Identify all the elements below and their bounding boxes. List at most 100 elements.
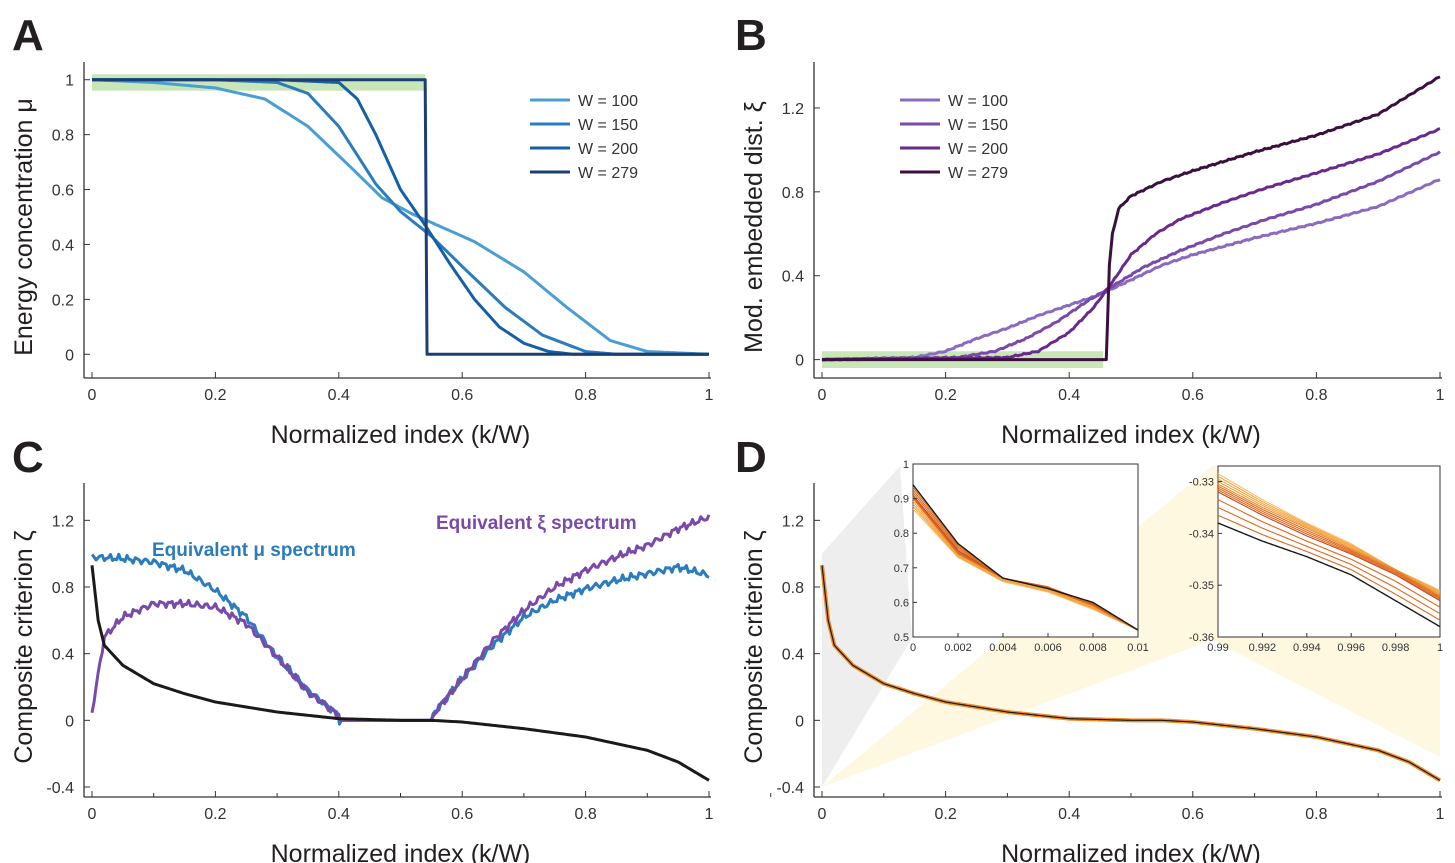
y-tick-label: 0.8 [52, 580, 74, 597]
x-tick-label: 1 [1436, 806, 1445, 823]
series-line [821, 565, 1441, 781]
x-tick-label: 0.4 [328, 387, 350, 404]
x-tick-label: 0.4 [328, 806, 350, 823]
x-axis-label: Normalized index (k/W) [271, 421, 531, 449]
x-tick-label: 1 [1436, 387, 1445, 404]
y-tick-label: -0.4 [46, 780, 74, 797]
inset-x-tick-label: 0.006 [1034, 642, 1062, 654]
y-tick-label: 0.8 [782, 185, 804, 202]
y-tick-label: 1.2 [782, 513, 804, 530]
inset-y-tick-label: -0.33 [1189, 477, 1214, 489]
x-axis-label: Normalized index (k/W) [1001, 421, 1261, 449]
x-tick-label: 1 [705, 806, 714, 823]
y-tick-label: 0.8 [52, 128, 74, 145]
panel-letter: C [12, 433, 44, 482]
x-tick-label: 0.8 [1305, 806, 1327, 823]
y-tick-label: 0 [795, 353, 804, 370]
y-tick-label: 0.6 [52, 183, 74, 200]
inset-y-tick-label: 0.6 [894, 597, 909, 609]
x-tick-label: 0.4 [1058, 387, 1080, 404]
panel-letter: D [735, 433, 767, 482]
inset-x-tick-label: 0.002 [944, 642, 972, 654]
panel-a: A 0 0.2 0.4 0.6 0.8 1 0 0.2 0.4 0.6 0.8 1 Normalized … [10, 11, 714, 449]
inset-x-tick-label: 0.994 [1293, 642, 1321, 654]
x-tick-label: 0.2 [204, 387, 226, 404]
y-tick-label: 0.2 [52, 292, 74, 309]
inset-x-tick-label: 0.01 [1127, 642, 1148, 654]
y-tick-label: 1.2 [52, 513, 74, 530]
panel-d: D 0 0.2 0.4 0.6 0.8 1 -0.4 0 0.4 0.8 1.2 Normalized … [735, 433, 1445, 863]
panel-b: B 0 0.2 0.4 0.6 0.8 1 0 0.4 0.8 1.2 Normalized inde… [735, 11, 1445, 449]
inset-series-line [1217, 514, 1441, 621]
inset-series-line [912, 508, 1139, 631]
series-line [90, 565, 710, 782]
series-line [92, 78, 709, 356]
x-axis-label: Normalized index (k/W) [271, 840, 531, 863]
inset-y-tick-label: -0.36 [1189, 632, 1214, 644]
x-tick-label: 0.2 [204, 806, 226, 823]
legend-label: W = 150 [578, 117, 638, 134]
inset-y-tick-label: 0.9 [894, 494, 909, 506]
legend-label: W = 150 [948, 117, 1008, 134]
x-tick-label: 1 [705, 387, 714, 404]
x-axis-label: Normalized index (k/W) [1001, 840, 1261, 863]
series-line [822, 75, 1441, 362]
y-tick-label: 1.2 [782, 101, 804, 118]
y-tick-label: 0 [65, 347, 74, 364]
y-axis-label: Composite criterion ζ [740, 530, 768, 763]
series-annotation: Equivalent μ spectrum [152, 540, 356, 561]
series-line [821, 127, 1441, 362]
inset-series-line [912, 506, 1139, 631]
inset-x-tick-label: 0 [910, 642, 916, 654]
inset-x-tick-label: 0.004 [989, 642, 1017, 654]
x-tick-label: 0 [88, 806, 97, 823]
inset-series-line [1217, 506, 1441, 615]
inset-y-tick-label: 1 [903, 459, 909, 471]
legend-label: W = 100 [948, 93, 1008, 110]
inset-y-tick-label: 0.8 [894, 528, 909, 540]
y-tick-label: 0.8 [782, 580, 804, 597]
y-tick-label: 0 [65, 713, 74, 730]
x-tick-label: 0.4 [1058, 806, 1080, 823]
inset-series-line [1217, 491, 1441, 602]
legend-label: W = 200 [578, 141, 638, 158]
x-tick-label: 0.6 [451, 806, 473, 823]
y-axis-label: Composite criterion ζ [10, 530, 38, 763]
inset-series-line [1217, 522, 1441, 628]
x-tick-label: 0 [88, 387, 97, 404]
x-tick-label: 0.6 [451, 387, 473, 404]
inset-x-tick-label: 1 [1437, 642, 1443, 654]
legend-label: W = 200 [948, 141, 1008, 158]
series-line [821, 178, 1441, 362]
inset-y-tick-label: -0.35 [1189, 580, 1214, 592]
x-tick-label: 0.2 [934, 806, 956, 823]
x-tick-label: 0 [818, 806, 827, 823]
inset-y-tick-label: -0.34 [1189, 528, 1214, 540]
x-tick-label: 0.8 [574, 387, 596, 404]
inset-series-line [1217, 483, 1441, 597]
inset-y-tick-label: 0.7 [894, 563, 909, 575]
inset-series-line [1217, 485, 1441, 598]
panel-letter: B [735, 11, 767, 60]
inset-series-line [912, 503, 1139, 631]
legend-label: W = 279 [948, 165, 1008, 182]
y-tick-label: 0.4 [52, 237, 74, 254]
inset-x-tick-label: 0.99 [1207, 642, 1228, 654]
y-tick-label: 0 [795, 713, 804, 730]
y-tick-label: 0.4 [782, 647, 804, 664]
inset-x-tick-label: 0.992 [1249, 642, 1277, 654]
panel-c: C 0 0.2 0.4 0.6 0.8 1 -0.4 0 0.4 0.8 1.2 Normalized … [10, 433, 772, 863]
y-axis-label: Mod. embedded dist. ξ [740, 101, 768, 353]
x-tick-label: 0.8 [574, 806, 596, 823]
series-line [90, 552, 710, 726]
y-tick-label: 0.4 [782, 269, 804, 286]
inset-x-tick-label: 0.998 [1382, 642, 1410, 654]
y-tick-label: 1 [65, 73, 74, 90]
inset-y-tick-label: 0.5 [894, 632, 909, 644]
inset-series-line [1217, 487, 1441, 599]
series-line [91, 78, 710, 356]
inset-series-line [912, 484, 1139, 631]
inset-2: 0.99 0.992 0.994 0.996 0.998 1 -0.33 -0.34 -0.35… [1189, 465, 1443, 654]
inset-frame [1217, 465, 1441, 638]
